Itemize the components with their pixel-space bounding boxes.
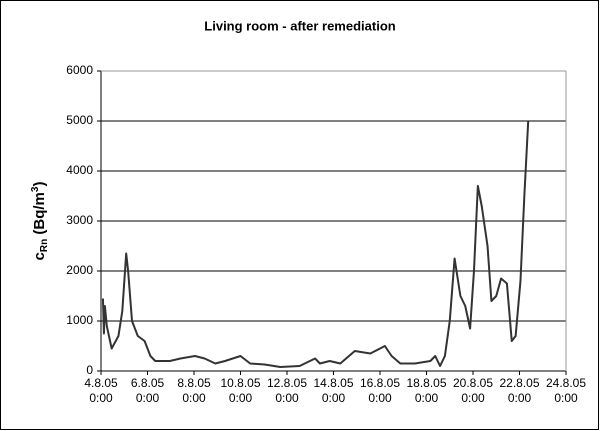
x-tick-label: 0:00 <box>554 391 578 405</box>
y-tick-label: 4000 <box>66 163 93 177</box>
x-tick-label: 0:00 <box>415 391 439 405</box>
x-tick-label: 10.8.05 <box>220 376 260 390</box>
y-tick-label: 0 <box>86 363 93 377</box>
x-tick-label: 0:00 <box>136 391 160 405</box>
y-axis-label: cRn (Bq/m3) <box>30 182 50 261</box>
x-tick-label: 8.8.05 <box>177 376 211 390</box>
x-tick-label: 24.8.05 <box>546 376 586 390</box>
x-tick-label: 6.8.05 <box>131 376 165 390</box>
x-tick-label: 4.8.05 <box>84 376 118 390</box>
x-tick-label: 18.8.05 <box>406 376 446 390</box>
y-tick-label: 3000 <box>66 213 93 227</box>
x-tick-label: 0:00 <box>322 391 346 405</box>
x-tick-label: 0:00 <box>229 391 253 405</box>
data-line <box>101 120 530 368</box>
x-tick-label: 20.8.05 <box>453 376 493 390</box>
x-tick-label: 0:00 <box>461 391 485 405</box>
x-tick-label: 14.8.05 <box>313 376 353 390</box>
x-tick-label: 0:00 <box>508 391 532 405</box>
x-tick-label: 12.8.05 <box>267 376 307 390</box>
y-tick-label: 1000 <box>66 313 93 327</box>
y-tick-label: 6000 <box>66 63 93 77</box>
x-tick-label: 0:00 <box>182 391 206 405</box>
y-tick-label: 5000 <box>66 113 93 127</box>
x-tick-label: 0:00 <box>368 391 392 405</box>
x-tick-label: 0:00 <box>89 391 113 405</box>
chart-title: Living room - after remediation <box>204 18 395 33</box>
x-tick-label: 16.8.05 <box>360 376 400 390</box>
x-tick-label: 22.8.05 <box>499 376 539 390</box>
x-tick-label: 0:00 <box>275 391 299 405</box>
y-tick-label: 2000 <box>66 263 93 277</box>
